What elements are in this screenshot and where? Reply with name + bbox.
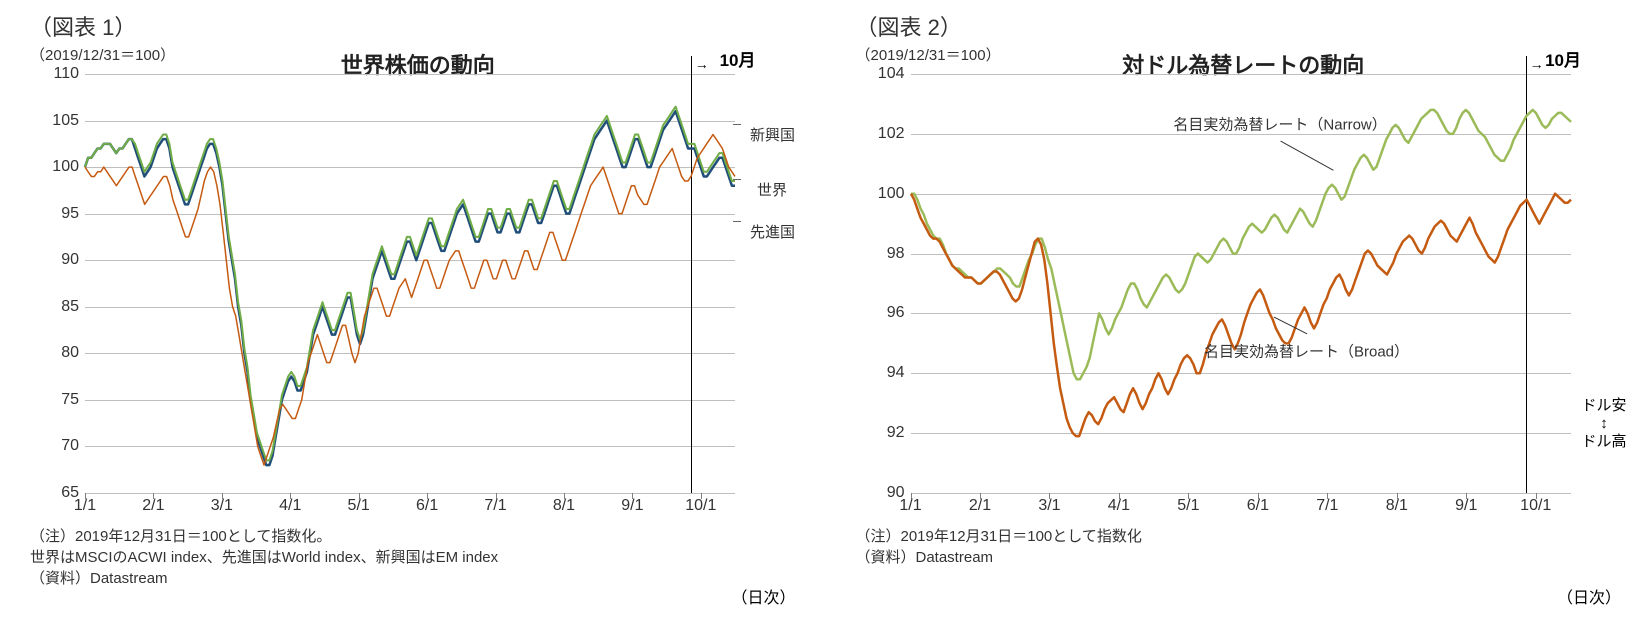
ytick-label: 104 — [878, 65, 905, 83]
xtick-label: 8/1 — [553, 497, 575, 515]
xtick-label: 4/1 — [279, 497, 301, 515]
footnote-line: （資料）Datastream — [856, 547, 1632, 568]
xtick-label: 1/1 — [74, 497, 96, 515]
series-emerging — [85, 135, 735, 466]
month-marker: 10月 — [1545, 46, 1581, 71]
ytick-label: 98 — [887, 245, 905, 263]
plot-1: 657075808590951001051101/12/13/14/15/16/… — [85, 74, 735, 494]
axis-direction-label: ドル安↕ドル高 — [1581, 397, 1626, 451]
yaxis-title: （2019/12/31＝100） — [856, 44, 1001, 65]
xtick-label: 7/1 — [484, 497, 506, 515]
inline-label: 名目実効為替レート（Broad） — [1204, 340, 1409, 361]
xtick-label: 10/1 — [685, 497, 716, 515]
xtick-label: 9/1 — [621, 497, 643, 515]
xtick-label: 3/1 — [211, 497, 233, 515]
footnotes-2: （注）2019年12月31日＝100として指数化（資料）Datastream — [856, 526, 1632, 568]
footnote-line: （注）2019年12月31日＝100として指数化。 — [30, 526, 806, 547]
footnote-line: 世界はMSCIのACWI index、先進国はWorld index、新興国はE… — [30, 547, 806, 568]
footnotes-1: （注）2019年12月31日＝100として指数化。世界はMSCIのACWI in… — [30, 526, 806, 589]
footnote-line: （資料）Datastream — [30, 568, 806, 589]
series-narrow — [911, 110, 1571, 379]
month-marker: 10月 — [720, 46, 756, 71]
ytick-label: 94 — [887, 364, 905, 382]
xtick-label: 6/1 — [1247, 497, 1269, 515]
xtick-label: 6/1 — [416, 497, 438, 515]
xtick-label: 7/1 — [1316, 497, 1338, 515]
xtick-label: 4/1 — [1108, 497, 1130, 515]
series-world — [85, 111, 735, 465]
ytick-label: 100 — [878, 185, 905, 203]
ytick-label: 90 — [61, 251, 79, 269]
xtick-label: 3/1 — [1038, 497, 1060, 515]
ytick-label: 96 — [887, 304, 905, 322]
ytick-label: 92 — [887, 424, 905, 442]
fig-label: （図表 1） — [30, 10, 806, 42]
xtick-label: 1/1 — [899, 497, 921, 515]
chart-area-2: （2019/12/31＝100） 対ドル為替レートの動向 10月 9092949… — [856, 44, 1632, 524]
ytick-label: 102 — [878, 125, 905, 143]
series-label-emerging: 新興国 — [750, 124, 795, 145]
xtick-label: 9/1 — [1455, 497, 1477, 515]
xtick-label: 5/1 — [1177, 497, 1199, 515]
xtick-label: 2/1 — [969, 497, 991, 515]
ytick-label: 100 — [52, 158, 79, 176]
series-label-developed: 先進国 — [750, 221, 795, 242]
series-developed — [85, 107, 735, 461]
xaxis-unit: （日次） — [731, 584, 795, 608]
xtick-label: 2/1 — [142, 497, 164, 515]
ytick-label: 75 — [61, 391, 79, 409]
ytick-label: 85 — [61, 298, 79, 316]
ytick-label: 105 — [52, 112, 79, 130]
chart-panel-2: （図表 2） （2019/12/31＝100） 対ドル為替レートの動向 10月 … — [826, 0, 1651, 618]
chart-panel-1: （図表 1） （2019/12/31＝100） 世界株価の動向 10月 6570… — [0, 0, 826, 618]
ytick-label: 80 — [61, 344, 79, 362]
ytick-label: 70 — [61, 437, 79, 455]
series-label-world: 世界 — [757, 179, 787, 200]
inline-label: 名目実効為替レート（Narrow） — [1173, 114, 1386, 135]
chart-area-1: （2019/12/31＝100） 世界株価の動向 10月 65707580859… — [30, 44, 806, 524]
ytick-label: 110 — [53, 65, 79, 83]
yaxis-title: （2019/12/31＝100） — [30, 44, 175, 65]
series-broad — [911, 194, 1571, 436]
ytick-label: 95 — [61, 205, 79, 223]
plot-2: 90929496981001021041/12/13/14/15/16/17/1… — [911, 74, 1571, 494]
xaxis-unit: （日次） — [1557, 584, 1621, 608]
xtick-label: 10/1 — [1520, 497, 1551, 515]
xtick-label: 8/1 — [1386, 497, 1408, 515]
footnote-line: （注）2019年12月31日＝100として指数化 — [856, 526, 1632, 547]
xtick-label: 5/1 — [348, 497, 370, 515]
fig-label: （図表 2） — [856, 10, 1632, 42]
